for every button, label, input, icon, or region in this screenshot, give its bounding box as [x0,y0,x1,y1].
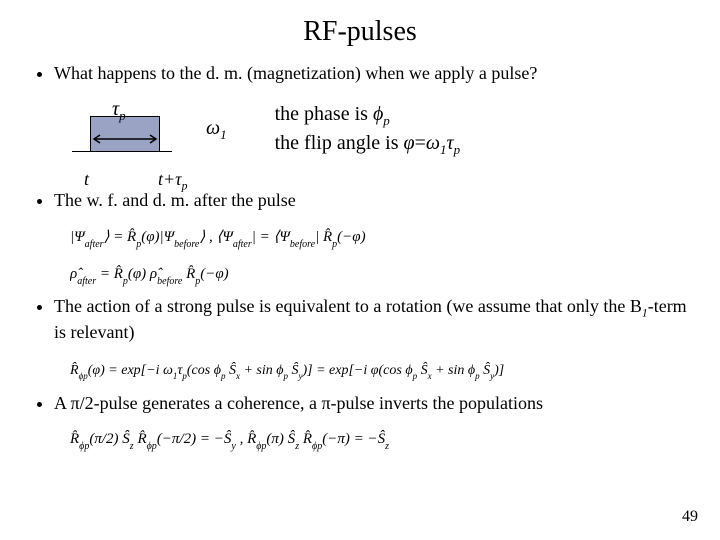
eq3-text: R̂ϕp(φ) = exp[−i ω1τp(cos ϕp Ŝx + sin ϕp… [70,361,504,381]
bullet-4: A π/2-pulse generates a coherence, a π-p… [54,392,690,415]
page-number: 49 [682,508,698,526]
phase1-sub: p [383,113,390,128]
bullet-3: The action of a strong pulse is equivale… [54,295,690,344]
time-labels: t t+τp [88,169,690,187]
eq1-text: |Ψafter⟩ = R̂p(φ)|Ψbefore⟩ , ⟨Ψafter| = … [70,229,366,250]
equation-4: R̂ϕp(π/2) Ŝz R̂ϕp(−π/2) = −Ŝy , R̂ϕp(π) … [70,424,690,452]
time-t: t [84,169,89,190]
eq4-text: R̂ϕp(π/2) Ŝz R̂ϕp(−π/2) = −Ŝy , R̂ϕp(π) … [70,430,389,452]
phase2-a: the flip angle is [275,132,404,154]
bullet-2: The w. f. and d. m. after the pulse [54,189,690,212]
equation-3: R̂ϕp(φ) = exp[−i ω1τp(cos ϕp Ŝx + sin ϕp… [70,354,690,384]
phase2-phi: φ [403,132,414,154]
phase2-eq: = [415,132,426,154]
time-ttp-a: t+τ [158,169,182,189]
phase2-tau-sub: p [454,142,461,157]
bullet-1: What happens to the d. m. (magnetization… [54,62,690,85]
tau-label: τp [112,98,126,124]
omega-sub: 1 [220,127,227,142]
width-arrow-icon [92,134,158,144]
pulse-diagram: τp ω1 the phase is ϕp the flip angle is … [90,95,690,165]
equation-2: ρ̂after = R̂p(φ) ρ̂before R̂p(−φ) [70,259,690,287]
b3-a: The action of a strong pulse is equivale… [54,296,642,316]
phase1-a: the phase is [275,103,373,125]
time-ttp-sub: p [182,179,188,192]
tau-sub: p [119,108,126,123]
omega-label: ω1 [206,117,227,143]
phase2-tau: τ [446,132,453,154]
phase2-om: ω [426,132,440,154]
phase1-phi: ϕ [373,103,383,125]
omega-sym: ω [206,117,220,139]
eq2-text: ρ̂after = R̂p(φ) ρ̂before R̂p(−φ) [70,266,229,287]
time-ttp: t+τp [158,169,187,193]
equation-1: |Ψafter⟩ = R̂p(φ)|Ψbefore⟩ , ⟨Ψafter| = … [70,221,690,251]
slide-title: RF-pulses [30,16,690,48]
phase-text: the phase is ϕp the flip angle is φ=ω1τp [275,101,461,159]
